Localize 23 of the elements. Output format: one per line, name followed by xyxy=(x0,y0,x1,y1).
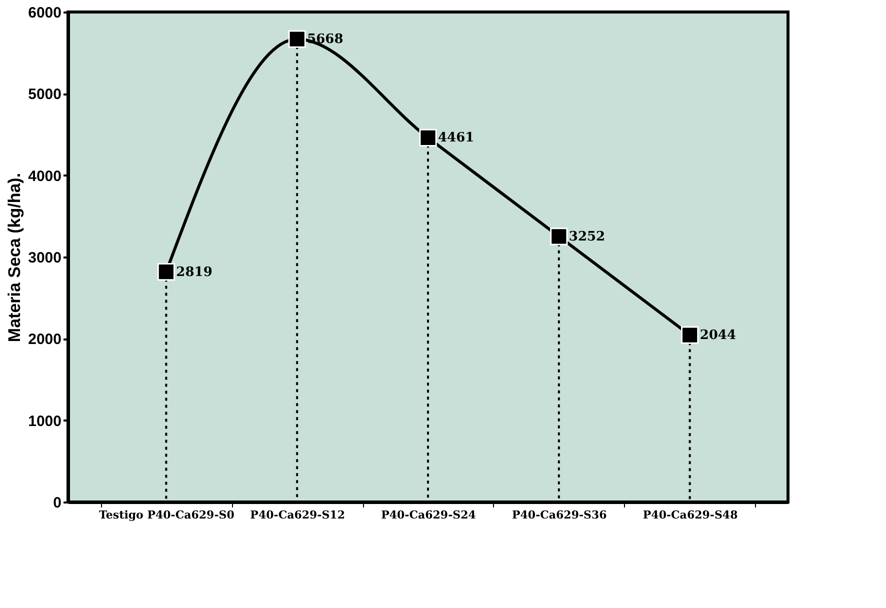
y-tick-label: 3000 xyxy=(28,250,62,266)
data-label: 2819 xyxy=(176,264,212,280)
point xyxy=(288,30,306,48)
point xyxy=(550,228,568,246)
y-tick-label: 2000 xyxy=(28,331,62,348)
data-label: 2044 xyxy=(700,328,736,344)
point xyxy=(157,262,175,281)
x-tick-label: P40-Ca629-S24 xyxy=(381,508,476,522)
y-tick-label: 1000 xyxy=(28,412,62,430)
x-tick-label: Testigo P40-Ca629-S0 xyxy=(98,508,235,522)
data-label: 5668 xyxy=(307,32,344,48)
data-label: 4461 xyxy=(438,130,474,146)
x-tick-label: P40-Ca629-S48 xyxy=(642,508,738,522)
y-tick-label: 5000 xyxy=(28,86,62,104)
y-axis-title: Materia Seca (kg/ha). xyxy=(5,172,24,342)
y-tick-label: 0 xyxy=(53,494,62,512)
point xyxy=(681,326,699,344)
x-tick-label: P40-Ca629-S12 xyxy=(250,508,345,522)
y-tick-label: 4000 xyxy=(28,168,62,185)
x-tick-label: P40-Ca629-S36 xyxy=(512,508,608,522)
data-label: 3252 xyxy=(568,229,606,244)
point xyxy=(419,128,437,146)
y-tick-label: 6000 xyxy=(28,4,62,22)
